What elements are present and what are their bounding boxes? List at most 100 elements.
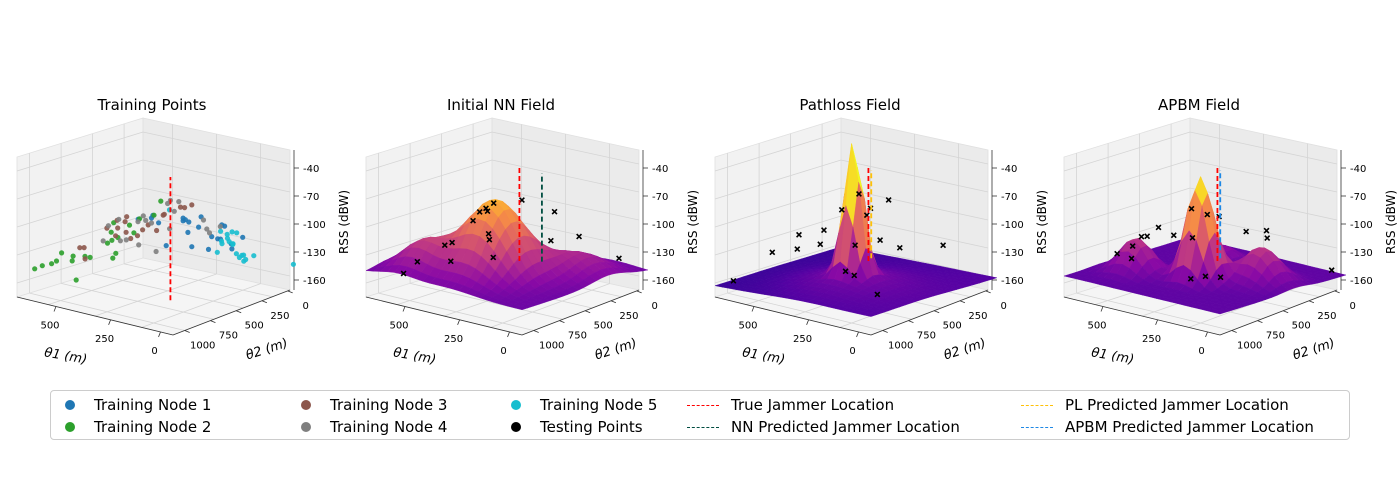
training-point-node3 <box>82 256 88 262</box>
y-tick <box>959 300 966 304</box>
y-tick-label: 500 <box>943 321 962 332</box>
testing-point <box>851 272 858 279</box>
testing-point <box>855 190 862 197</box>
z-tick-label: -130 <box>1001 248 1024 259</box>
x-tick <box>158 331 161 338</box>
x-axis-label: θ1 (m) <box>1090 345 1135 367</box>
y-tick <box>934 310 940 314</box>
testing-point <box>485 230 492 237</box>
y-tick-label: 250 <box>619 311 638 322</box>
y-tick-label: 0 <box>651 301 657 312</box>
training-point-node3 <box>161 211 167 217</box>
y-tick <box>1283 310 1289 314</box>
testing-point <box>1129 243 1136 250</box>
grid-line <box>48 264 173 305</box>
legend-item-testing: Testing Points <box>497 416 643 438</box>
surface-cell <box>1212 310 1227 315</box>
training-point-node1 <box>196 224 202 230</box>
grid-line <box>365 187 640 228</box>
testing-point <box>1188 205 1195 212</box>
training-point-node1 <box>215 236 221 242</box>
grid-line <box>490 283 610 328</box>
training-point-node1 <box>185 229 191 235</box>
legend-item-nn-jammer: NN Predicted Jammer Location <box>687 416 960 438</box>
z-tick-label: -100 <box>303 220 326 231</box>
legend-item-node5: Training Node 5 <box>497 394 657 416</box>
training-point-node1 <box>163 243 169 249</box>
testing-point <box>1114 250 1121 257</box>
testing-point <box>1138 233 1145 240</box>
testing-point <box>1263 227 1270 234</box>
testing-point <box>476 208 483 215</box>
x-tick <box>53 306 57 312</box>
training-point-node4 <box>117 238 123 244</box>
training-point-node3 <box>134 233 141 239</box>
testing-point <box>820 227 827 234</box>
grid-line <box>410 282 564 320</box>
panel-title: Training Points <box>96 96 206 114</box>
y-tick-label: 500 <box>594 321 613 332</box>
x-axis-label: θ1 (m) <box>392 345 437 367</box>
grid-line <box>141 283 261 328</box>
grid-line <box>16 187 291 228</box>
testing-point <box>1328 267 1335 274</box>
training-point-node1 <box>229 246 235 252</box>
testing-point <box>796 231 802 238</box>
training-point-node3 <box>177 204 184 210</box>
x-tick-label: 0 <box>1198 346 1204 357</box>
grid-line <box>1076 292 1232 331</box>
training-point-node2 <box>126 222 133 228</box>
x-tick <box>507 331 510 338</box>
z-tick-label: -100 <box>1350 220 1373 231</box>
training-point-node3 <box>182 205 188 211</box>
training-point-node2 <box>73 277 79 283</box>
grid-line <box>365 159 640 200</box>
y-axis-label: θ2 (m) <box>593 336 639 364</box>
y-tick-label: 1000 <box>888 341 913 352</box>
y-tick <box>1231 330 1237 333</box>
testing-point <box>484 208 491 215</box>
z-tick-label: -160 <box>303 276 326 287</box>
testing-point <box>1243 228 1250 235</box>
surface-cell <box>514 305 529 311</box>
y-tick <box>210 320 216 323</box>
x-tick <box>1100 306 1104 312</box>
x-tick <box>108 319 111 325</box>
training-point-node5 <box>218 228 224 234</box>
x-tick-label: 250 <box>793 334 812 345</box>
training-point-node4 <box>116 216 122 222</box>
x-tick <box>856 331 859 338</box>
training-point-node5 <box>234 230 240 236</box>
x-tick-label: 0 <box>151 346 157 357</box>
training-point-node2 <box>108 229 114 235</box>
z-tick-label: -70 <box>652 192 668 203</box>
training-point-node5 <box>226 239 232 245</box>
training-point-node2 <box>158 198 164 204</box>
legend-marker <box>511 422 521 432</box>
testing-point <box>1128 255 1135 262</box>
x-axis-line <box>714 296 872 336</box>
z-axis-label: RSS (dBW) <box>1035 190 1049 254</box>
training-point-node5 <box>214 249 220 255</box>
grid-line <box>365 131 640 172</box>
testing-point <box>1204 211 1211 218</box>
training-point-node4 <box>176 199 182 205</box>
y-tick <box>1308 300 1315 304</box>
testing-point <box>616 255 622 262</box>
x-axis-label: θ1 (m) <box>43 345 88 367</box>
y-tick <box>236 310 242 314</box>
y-tick-label: 750 <box>568 331 587 342</box>
z-tick-label: -40 <box>1001 164 1017 175</box>
testing-point <box>486 236 493 243</box>
training-point-node5 <box>290 261 296 267</box>
testing-point <box>547 237 554 244</box>
grid-line <box>1063 131 1338 172</box>
y-tick <box>636 290 642 294</box>
panel-title: APBM Field <box>1158 96 1240 114</box>
x-axis-line <box>16 296 174 336</box>
y-axis-label: θ2 (m) <box>1291 336 1337 364</box>
y-tick-label: 0 <box>302 301 308 312</box>
grid-line <box>714 215 989 256</box>
training-point-node2 <box>39 263 45 269</box>
y-tick <box>184 330 190 333</box>
